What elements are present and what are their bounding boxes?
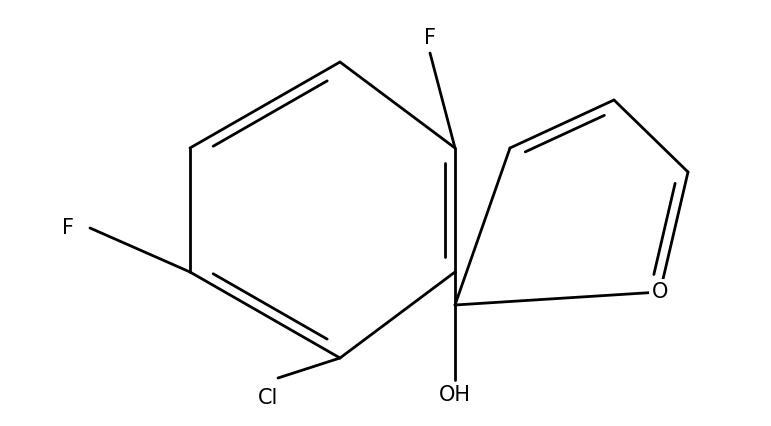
Text: F: F [424,28,436,48]
Text: Cl: Cl [258,388,278,408]
Text: F: F [62,218,74,238]
Text: O: O [651,282,668,302]
Text: OH: OH [439,385,471,405]
